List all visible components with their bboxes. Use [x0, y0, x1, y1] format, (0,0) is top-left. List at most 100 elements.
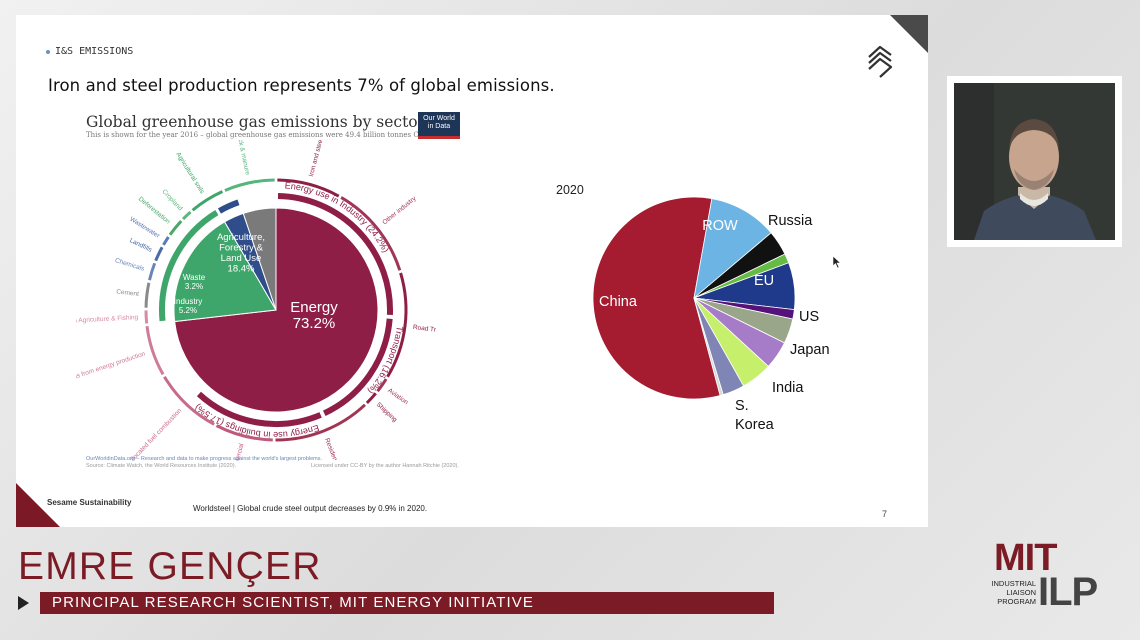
subsector-label-9: Fugitive emissions from energy productio…	[76, 350, 147, 395]
subsector-arc-18	[224, 178, 275, 192]
subsector-arc-13	[154, 246, 164, 262]
pie-label-china: China	[599, 294, 638, 310]
pie-label-s-korea-2: Korea	[735, 417, 775, 433]
pie-label-eu: EU	[754, 273, 774, 289]
sector-label-2-2: Forestry &	[219, 243, 263, 254]
energy-ring-3	[196, 391, 322, 427]
mit-ilp-logo: MIT ILP INDUSTRIAL LIAISON PROGRAM	[968, 537, 1108, 618]
subsector-label-8: Unallocated fuel combustion	[122, 407, 184, 460]
logo-line1: INDUSTRIAL	[991, 579, 1036, 588]
subsector-arc-10	[144, 310, 149, 324]
pie-slice-row	[693, 198, 772, 300]
subsector-arc-12	[148, 262, 157, 281]
page-number: 7	[882, 509, 888, 519]
mouse-cursor-icon	[832, 255, 842, 269]
speaker-silhouette-icon	[954, 83, 1115, 240]
speaker-name: EMRE GENÇER	[18, 545, 322, 588]
sector-label-2-1: Agriculture,	[217, 232, 265, 243]
pie-label-row: ROW	[702, 218, 738, 234]
pie-slice-china	[592, 196, 721, 400]
subsector-arc-17	[191, 190, 224, 212]
mit-ilp-subtitle: INDUSTRIAL LIAISON PROGRAM	[968, 579, 1036, 606]
sector-label-4-1: Industry	[174, 297, 202, 306]
subsector-label-16: Cropland	[160, 188, 183, 212]
speaker-webcam	[954, 83, 1115, 240]
subsector-arc-15	[168, 220, 183, 236]
subsector-label-14: Wastewater	[128, 216, 161, 240]
presentation-slide: I&S EMISSIONS Iron and steel production …	[16, 15, 928, 527]
pie-label-japan: Japan	[790, 342, 830, 358]
subsector-label-4: Aviation	[386, 387, 409, 406]
slide-corner-bottom-left	[16, 483, 60, 527]
speaker-title-bar: PRINCIPAL RESEARCH SCIENTIST, MIT ENERGY…	[40, 592, 774, 614]
slide-corner-top-right	[890, 15, 928, 53]
energy-ring-1	[277, 193, 393, 315]
subsector-label-10: Energy in Agriculture & Fishing	[76, 314, 139, 326]
steel-production-pie-chart: China ROW Russia EU US Japan India S. Korea	[592, 196, 830, 433]
subsector-arc-7	[215, 424, 273, 442]
sector-label-3-2: 3.2%	[185, 282, 203, 291]
owid-logo: Our World in Data	[418, 112, 460, 139]
sesame-footer: Sesame Sustainability	[47, 498, 132, 507]
subsector-arc-11	[144, 282, 151, 308]
subsector-label-17: Agricultural soils	[174, 151, 205, 195]
speaker-title: PRINCIPAL RESEARCH SCIENTIST, MIT ENERGY…	[52, 594, 535, 611]
ilp-logo-text: ILP	[1038, 570, 1098, 614]
sector-label-2-3: Land Use	[221, 253, 262, 264]
subsector-arc-14	[162, 236, 170, 246]
subsector-label-5: Shipping	[375, 401, 399, 424]
subsector-arc-5	[365, 392, 377, 404]
subsector-arc-8	[163, 375, 215, 426]
pie-label-s-korea-1: S.	[735, 398, 749, 414]
sector-wedge-4	[242, 207, 277, 311]
mit-logo-text: MIT	[994, 537, 1057, 579]
logo-line3: PROGRAM	[997, 597, 1036, 606]
play-icon	[18, 596, 29, 610]
sector-label-1-2: 73.2%	[293, 315, 336, 332]
subsector-arc-16	[182, 210, 192, 221]
sector-wedge-2	[173, 221, 277, 323]
owid-footer-source: Source: Climate Watch, the World Resourc…	[86, 463, 237, 469]
agriculture-ring	[159, 209, 219, 322]
section-tag: I&S EMISSIONS	[46, 46, 133, 57]
owid-chart-subtitle: This is shown for the year 2016 – global…	[86, 131, 439, 139]
section-tag-label: I&S EMISSIONS	[55, 46, 134, 57]
pie-slice-unlabeled-11	[693, 297, 724, 397]
bullet-dot	[46, 49, 50, 54]
subsector-label-6: Residential buildings	[323, 437, 352, 460]
sector-label-4-2: 5.2%	[179, 306, 197, 315]
subsector-label-1: Iron and steel (7.2%)	[308, 140, 330, 177]
owid-footer-link[interactable]: OurWorldinData.org – Research and data t…	[86, 456, 323, 462]
subsector-arc-4	[376, 378, 388, 393]
subsector-label-12: Chemicals	[114, 257, 146, 273]
owid-footer-license: Licensed under CC-BY by the author Hanna…	[311, 463, 459, 469]
subsector-arc-3	[386, 272, 408, 378]
sector-label-2-4: 18.4%	[228, 264, 255, 275]
logo-line2: LIAISON	[1006, 588, 1036, 597]
subsector-label-11: Cement	[116, 288, 140, 298]
subsector-label-13: Landfills	[128, 237, 153, 254]
subsector-label-2: Other industry	[381, 195, 418, 227]
subsector-arc-1	[277, 178, 340, 198]
subsector-label-18: Livestock & manure	[232, 140, 251, 176]
subsector-label-3: Road Transport	[412, 324, 436, 337]
sector-label-3-1: Waste	[183, 273, 206, 282]
sector-label-1-1: Energy	[290, 299, 338, 316]
worldsteel-note: Worldsteel | Global crude steel output d…	[193, 504, 428, 513]
pie-year-label: 2020	[556, 183, 584, 197]
owid-logo-line1: Our World	[423, 115, 455, 122]
owid-logo-line2: in Data	[427, 123, 451, 130]
slide-headline: Iron and steel production represents 7% …	[48, 76, 555, 95]
subsector-arc-9	[145, 325, 165, 376]
pie-label-india: India	[772, 380, 804, 396]
owid-chart-title: Global greenhouse gas emissions by secto…	[86, 113, 426, 131]
pie-label-us: US	[799, 309, 819, 325]
subsector-arc-6	[275, 403, 366, 442]
subsector-arc-2	[340, 196, 402, 271]
sesame-logo-icon	[868, 45, 893, 78]
pie-label-russia: Russia	[768, 213, 813, 229]
energy-ring-2	[322, 318, 393, 417]
webcam-frame	[947, 76, 1122, 247]
waste-ring	[217, 199, 240, 214]
